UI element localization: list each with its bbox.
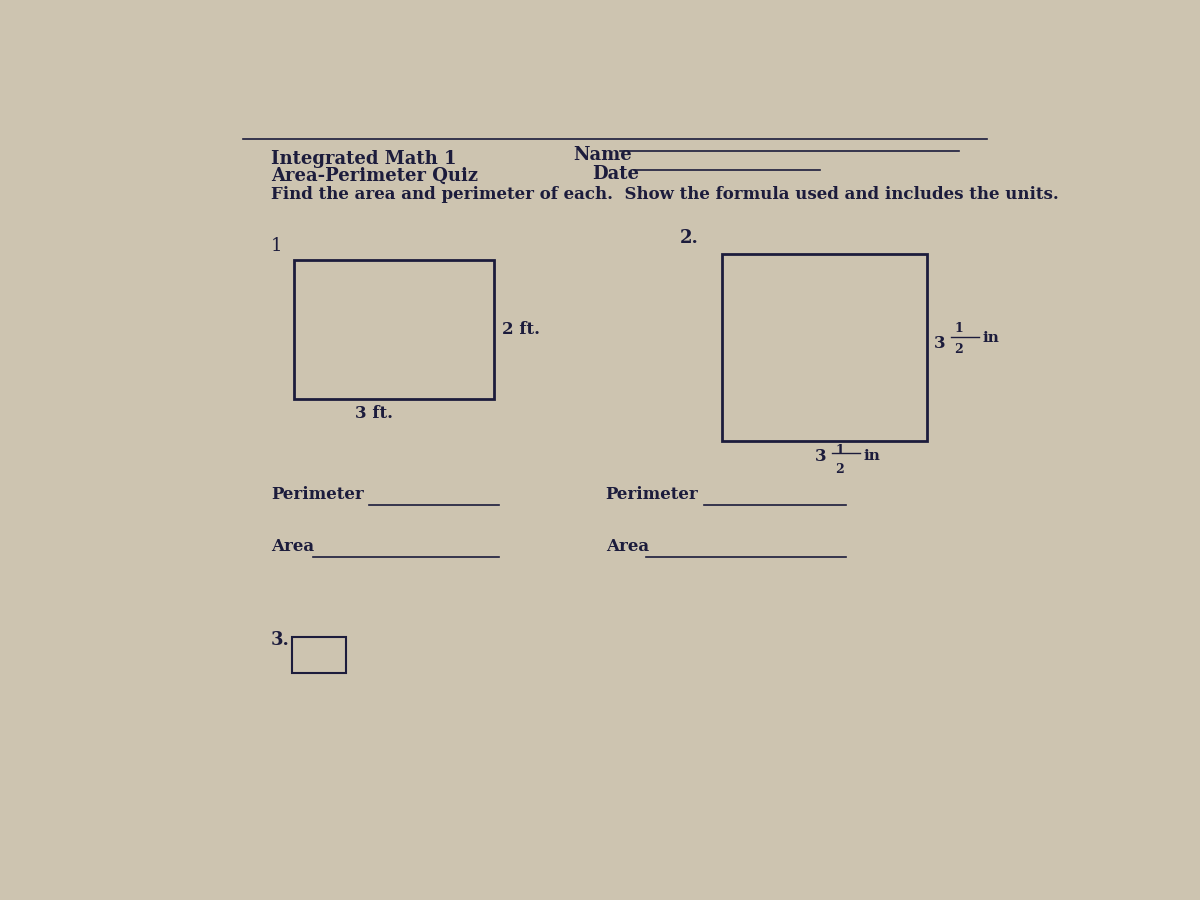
Text: in: in [863, 449, 880, 463]
Text: Date: Date [592, 165, 638, 183]
Text: Area: Area [271, 537, 314, 554]
Text: 3 ft.: 3 ft. [355, 405, 392, 421]
Text: Find the area and perimeter of each.  Show the formula used and includes the uni: Find the area and perimeter of each. Sho… [271, 185, 1058, 202]
Bar [722, 254, 926, 441]
Text: 2: 2 [835, 463, 844, 476]
Text: Perimeter: Perimeter [606, 486, 698, 503]
Text: 2: 2 [954, 343, 964, 356]
Text: Area: Area [606, 537, 649, 554]
Text: 2.: 2. [680, 229, 698, 247]
Text: Perimeter: Perimeter [271, 486, 364, 503]
Text: 3: 3 [815, 447, 827, 464]
Text: 2 ft.: 2 ft. [502, 321, 540, 338]
Bar [294, 260, 494, 399]
Text: Area-Perimeter Quiz: Area-Perimeter Quiz [271, 166, 478, 184]
Text: Integrated Math 1: Integrated Math 1 [271, 149, 456, 167]
Text: 1: 1 [954, 322, 964, 335]
Text: 3.: 3. [271, 631, 289, 649]
Text: 1: 1 [270, 237, 282, 255]
Text: in: in [983, 331, 1000, 345]
Text: 3: 3 [934, 335, 946, 352]
Text: Name: Name [574, 146, 632, 164]
Text: 1: 1 [835, 444, 844, 457]
Bar [293, 637, 347, 673]
